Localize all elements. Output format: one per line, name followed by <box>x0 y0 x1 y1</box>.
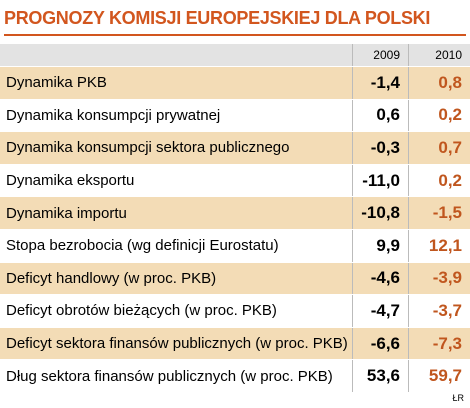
table-row: Dynamika konsumpcji prywatnej 0,6 0,2 <box>0 99 470 133</box>
value-cell: 9,9 <box>352 229 408 262</box>
row-label: Stopa bezrobocia (wg definicji Eurostatu… <box>6 237 279 255</box>
value-cell: -1,5 <box>408 197 470 229</box>
table-row: Dług sektora finansów publicznych (w pro… <box>0 360 470 393</box>
value-cell: 53,6 <box>352 360 408 392</box>
row-label: Deficyt sektora finansów publicznych (w … <box>6 335 348 353</box>
value-cell: 59,7 <box>408 360 470 392</box>
row-label: Dług sektora finansów publicznych (w pro… <box>6 367 333 385</box>
row-label: Deficyt handlowy (w proc. PKB) <box>6 269 217 287</box>
row-label: Dynamika konsumpcji prywatnej <box>6 106 221 124</box>
column-header: 2009 <box>352 44 408 66</box>
table-row: Deficyt handlowy (w proc. PKB) -4,6 -3,9 <box>0 262 470 296</box>
value-cell: 0,7 <box>408 132 470 164</box>
value-cell: -10,8 <box>352 197 408 229</box>
value-cell: 0,8 <box>408 67 470 99</box>
header-row: 2009 2010 <box>0 44 470 67</box>
value-cell: -3,9 <box>408 262 470 295</box>
table-row: Dynamika konsumpcji sektora publicznego -… <box>0 132 470 165</box>
value-cell: 12,1 <box>408 229 470 262</box>
source: ŁR <box>452 393 464 403</box>
table-row: Dynamika eksportu -11,0 0,2 <box>0 164 470 198</box>
table: 2009 2010 Dynamika PKB -1,4 0,8 Dynamika kons… <box>0 44 470 393</box>
row-label: Dynamika konsumpcji sektora publicznego <box>6 139 290 157</box>
value-cell: -6,6 <box>352 327 408 360</box>
value-cell: -4,7 <box>352 295 408 327</box>
value-cell: 0,2 <box>408 99 470 132</box>
value-cell: -1,4 <box>352 67 408 99</box>
table-row: Deficyt obrotów bieżących (w proc. PKB) -… <box>0 295 470 328</box>
table-row: Dynamika PKB -1,4 0,8 <box>0 67 470 100</box>
value-cell: -7,3 <box>408 327 470 360</box>
value-cell: -4,6 <box>352 262 408 295</box>
column-header: 2010 <box>408 44 470 66</box>
table-row: Stopa bezrobocia (wg definicji Eurostatu… <box>0 229 470 263</box>
value-cell: 0,6 <box>352 99 408 132</box>
row-label: Dynamika importu <box>6 204 127 222</box>
value-cell: -0,3 <box>352 132 408 164</box>
table-row: Dynamika importu -10,8 -1,5 <box>0 197 470 230</box>
row-label: Dynamika PKB <box>6 74 107 92</box>
row-label: Dynamika eksportu <box>6 172 135 190</box>
row-label: Deficyt obrotów bieżących (w proc. PKB) <box>6 302 277 320</box>
value-cell: -11,0 <box>352 164 408 197</box>
value-cell: 0,2 <box>408 164 470 197</box>
title: PROGNOZY KOMISJI EUROPEJSKIEJ DLA POLSKI <box>4 8 466 36</box>
table-row: Deficyt sektora finansów publicznych (w … <box>0 327 470 361</box>
value-cell: -3,7 <box>408 295 470 327</box>
